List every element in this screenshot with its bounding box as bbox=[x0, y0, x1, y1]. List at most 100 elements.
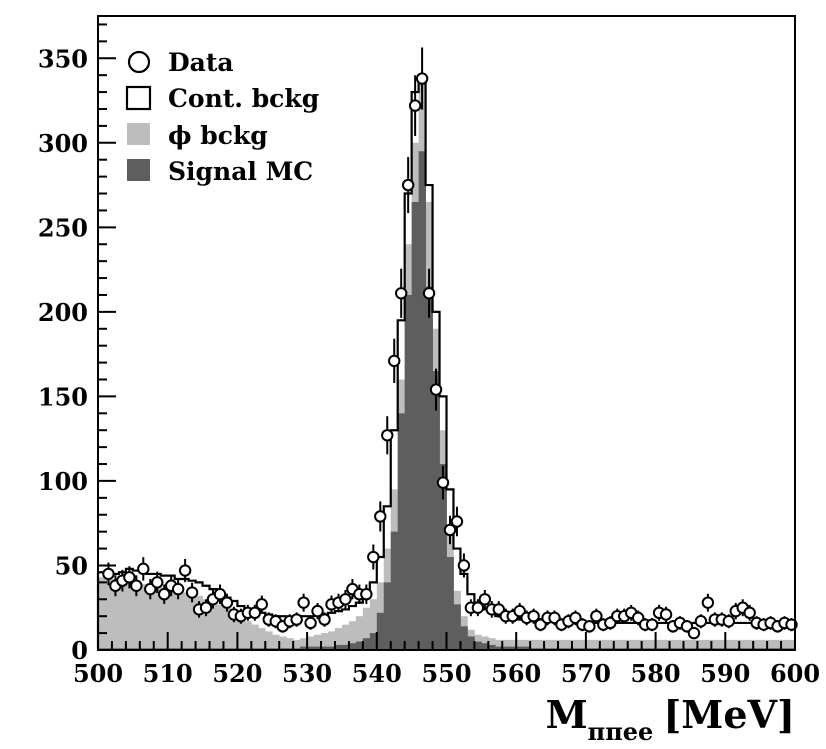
cont-bckg-bar bbox=[641, 622, 650, 650]
phi-bckg-bar bbox=[174, 589, 183, 650]
data-point bbox=[687, 626, 701, 640]
axis-ticks bbox=[97, 23, 796, 651]
phi-bckg-bar bbox=[362, 607, 371, 650]
phi-bckg-bar bbox=[279, 636, 287, 650]
y-tick-label: 150 bbox=[38, 382, 88, 411]
plot-area bbox=[96, 47, 798, 651]
cont-bckg-bar bbox=[704, 622, 712, 650]
data-point bbox=[701, 596, 715, 609]
data-point bbox=[367, 550, 380, 564]
data-point bbox=[102, 567, 115, 581]
x-axis-title-unit: [MeV] bbox=[663, 692, 795, 737]
cont-bckg-bar bbox=[739, 622, 747, 650]
phi-bckg-bar bbox=[599, 639, 608, 650]
signal-mc-bar bbox=[321, 646, 329, 650]
signal-mc-bar bbox=[314, 646, 322, 650]
phi-bckg-bar bbox=[627, 639, 636, 650]
phi-bckg-bar bbox=[230, 612, 238, 650]
signal-mc-bar bbox=[376, 612, 385, 650]
cont-bckg-bar bbox=[571, 622, 580, 650]
phi-bckg-bar bbox=[774, 639, 782, 650]
cont-bckg-bar bbox=[300, 616, 308, 650]
x-axis-title: Mππee [MeV] bbox=[546, 692, 795, 746]
data-point bbox=[130, 579, 143, 592]
signal-mc-bar bbox=[460, 626, 468, 650]
phi-bckg-bar bbox=[286, 638, 294, 650]
phi-bckg-bar bbox=[704, 639, 712, 650]
phi-bckg-bar bbox=[202, 599, 210, 650]
cont-bckg-bar bbox=[718, 622, 726, 650]
legend: Data Cont. bckg ϕ bckg Signal MC bbox=[125, 48, 319, 186]
x-tick-label: 540 bbox=[352, 659, 402, 688]
phi-bckg-bar bbox=[488, 638, 496, 650]
data-point bbox=[436, 476, 450, 489]
signal-mc-bar bbox=[348, 643, 357, 650]
y-tick-labels: 0 50 100 150 200 250 300 350 bbox=[38, 44, 88, 665]
data-point bbox=[178, 564, 192, 577]
cont-bckg-bar bbox=[746, 622, 754, 650]
data-point bbox=[318, 613, 331, 626]
phi-bckg-bar bbox=[118, 580, 127, 650]
cont-bckg-square-icon bbox=[125, 85, 152, 111]
data-point bbox=[415, 72, 429, 85]
x-tick-label: 500 bbox=[73, 659, 123, 688]
signal-mc-bar bbox=[488, 644, 496, 650]
cont-bckg-bar bbox=[697, 622, 705, 650]
phi-bckg-bar bbox=[188, 594, 196, 650]
data-point bbox=[388, 354, 401, 368]
signal-mc-bar bbox=[453, 604, 461, 650]
data-point bbox=[645, 618, 659, 631]
phi-bckg-bar bbox=[369, 599, 378, 650]
phi-bckg-bar bbox=[683, 639, 691, 650]
cont-bckg-bar bbox=[669, 622, 677, 650]
x-tick-label: 600 bbox=[770, 659, 820, 688]
signal-mc-bar bbox=[418, 151, 426, 650]
phi-bckg-bar bbox=[244, 621, 252, 650]
x-tick-label: 520 bbox=[212, 659, 262, 688]
phi-bckg-bar bbox=[571, 639, 580, 650]
data-point bbox=[422, 287, 436, 300]
cont-bckg-bar bbox=[321, 614, 329, 650]
y-tick-label: 100 bbox=[38, 467, 88, 496]
cont-bckg-bar bbox=[502, 616, 510, 650]
signal-mc-bar bbox=[404, 294, 413, 650]
phi-bckg-bar bbox=[307, 636, 315, 650]
phi-bckg-bar bbox=[592, 639, 601, 650]
signal-mc-bar bbox=[411, 201, 420, 650]
cont-bckg-bar bbox=[599, 622, 608, 650]
cont-bckg-bar bbox=[474, 602, 482, 650]
data-point bbox=[457, 559, 471, 572]
data-point bbox=[311, 604, 324, 618]
phi-bckg-bar bbox=[669, 639, 677, 650]
legend-label-phi-bckg: ϕ bckg bbox=[168, 121, 268, 150]
phi-bckg-bar bbox=[111, 578, 120, 650]
signal-mc-bar bbox=[523, 646, 531, 650]
signal-mc-bar bbox=[341, 644, 350, 650]
signal-mc-bar bbox=[502, 646, 510, 650]
data-point bbox=[659, 608, 673, 621]
cont-bckg-bar bbox=[564, 622, 573, 650]
cont-bckg-bar bbox=[279, 616, 287, 650]
phi-bckg-bar bbox=[509, 639, 517, 650]
cont-bckg-bar bbox=[314, 614, 322, 650]
data-point bbox=[743, 606, 756, 620]
phi-bckg-bar bbox=[606, 639, 615, 650]
data-point bbox=[255, 598, 268, 611]
phi-bckg-bar bbox=[578, 639, 587, 650]
phi-bckg-bar bbox=[746, 639, 754, 650]
phi-bckg-bar bbox=[321, 633, 329, 650]
phi-bckg-bar bbox=[139, 584, 148, 650]
phi-bckg-bar bbox=[160, 587, 169, 650]
cont-bckg-bar bbox=[788, 622, 796, 650]
cont-bckg-bar bbox=[286, 617, 294, 650]
cont-bckg-bar bbox=[662, 622, 670, 650]
y-tick-label: 50 bbox=[55, 551, 88, 580]
signal-mc-bar bbox=[467, 636, 475, 650]
phi-bckg-bar bbox=[662, 639, 670, 650]
cont-bckg-bar bbox=[293, 616, 301, 650]
cont-bckg-bar bbox=[760, 622, 768, 650]
phi-bckg-bar bbox=[314, 634, 322, 650]
phi-bckg-bar bbox=[544, 639, 552, 650]
data-point bbox=[408, 99, 422, 112]
phi-bckg-bar bbox=[104, 578, 113, 650]
